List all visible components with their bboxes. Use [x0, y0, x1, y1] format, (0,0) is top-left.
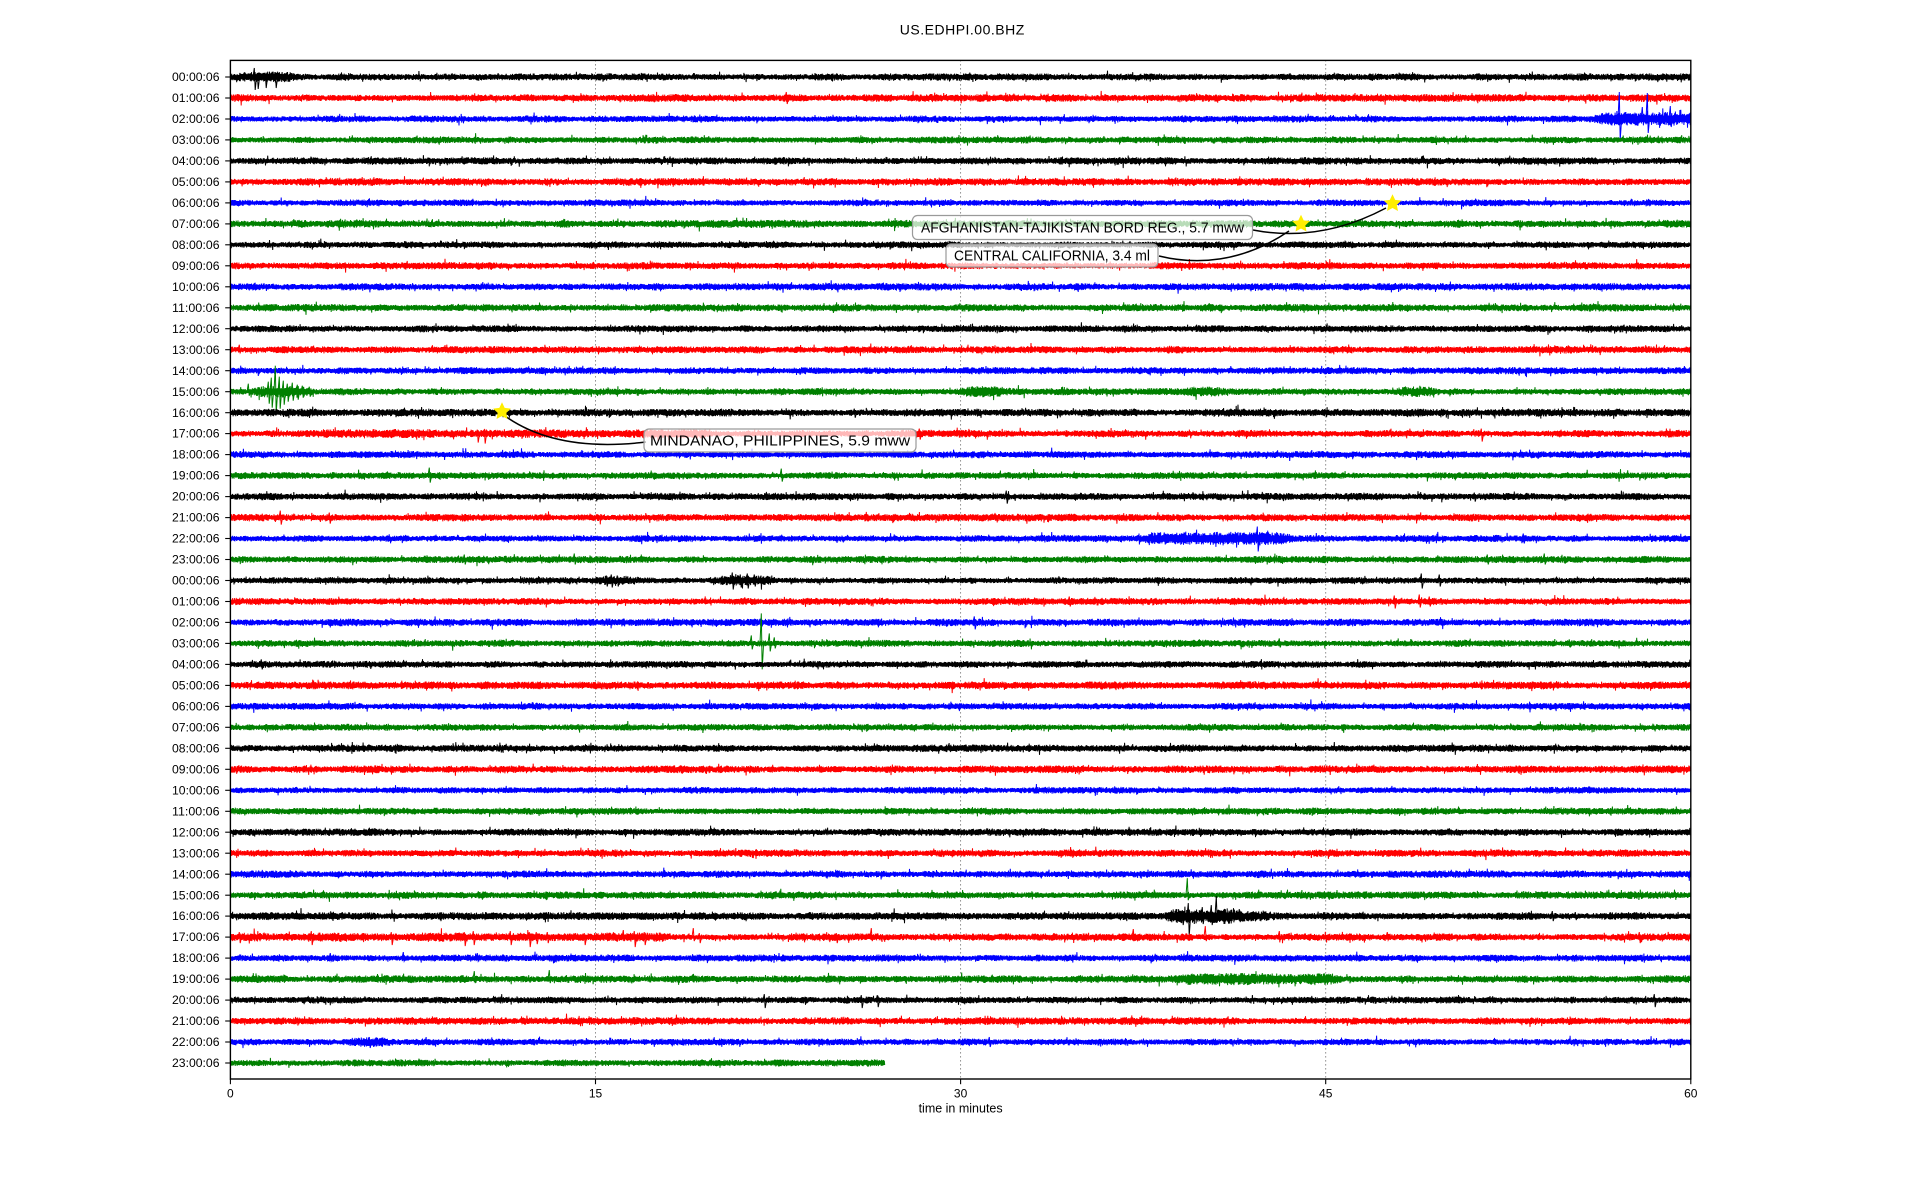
svg-text:12:00:06: 12:00:06 — [172, 324, 220, 336]
svg-text:14:00:06: 14:00:06 — [172, 366, 220, 378]
svg-text:23:00:06: 23:00:06 — [172, 1058, 220, 1070]
svg-text:20:00:06: 20:00:06 — [172, 995, 220, 1007]
svg-text:05:00:06: 05:00:06 — [172, 177, 220, 189]
svg-text:13:00:06: 13:00:06 — [172, 345, 220, 357]
svg-text:12:00:06: 12:00:06 — [172, 827, 220, 839]
svg-text:03:00:06: 03:00:06 — [172, 135, 220, 147]
svg-text:14:00:06: 14:00:06 — [172, 869, 220, 881]
svg-text:MINDANAO, PHILIPPINES, 5.9 mww: MINDANAO, PHILIPPINES, 5.9 mww — [650, 433, 911, 449]
svg-text:09:00:06: 09:00:06 — [172, 764, 220, 776]
svg-text:04:00:06: 04:00:06 — [172, 156, 220, 168]
svg-text:13:00:06: 13:00:06 — [172, 848, 220, 860]
svg-text:22:00:06: 22:00:06 — [172, 534, 220, 546]
svg-text:06:00:06: 06:00:06 — [172, 198, 220, 210]
svg-text:07:00:06: 07:00:06 — [172, 722, 220, 734]
svg-text:CENTRAL CALIFORNIA, 3.4 ml: CENTRAL CALIFORNIA, 3.4 ml — [954, 248, 1150, 264]
svg-text:30: 30 — [954, 1087, 968, 1101]
svg-text:18:00:06: 18:00:06 — [172, 953, 220, 965]
svg-text:21:00:06: 21:00:06 — [172, 513, 220, 525]
svg-text:23:00:06: 23:00:06 — [172, 555, 220, 567]
svg-text:60: 60 — [1684, 1087, 1698, 1101]
svg-text:01:00:06: 01:00:06 — [172, 597, 220, 609]
svg-text:time in minutes: time in minutes — [919, 1102, 1003, 1116]
svg-text:09:00:06: 09:00:06 — [172, 261, 220, 273]
svg-text:US.EDHPI.00.BHZ: US.EDHPI.00.BHZ — [900, 22, 1025, 38]
svg-text:00:00:06: 00:00:06 — [172, 72, 220, 84]
svg-text:15:00:06: 15:00:06 — [172, 890, 220, 902]
svg-text:04:00:06: 04:00:06 — [172, 660, 220, 672]
svg-text:AFGHANISTAN-TAJIKISTAN BORD RE: AFGHANISTAN-TAJIKISTAN BORD REG., 5.7 mw… — [921, 221, 1244, 237]
svg-text:15:00:06: 15:00:06 — [172, 387, 220, 399]
svg-text:10:00:06: 10:00:06 — [172, 282, 220, 294]
svg-text:11:00:06: 11:00:06 — [172, 806, 220, 818]
svg-text:17:00:06: 17:00:06 — [172, 932, 220, 944]
svg-text:07:00:06: 07:00:06 — [172, 219, 220, 231]
svg-text:06:00:06: 06:00:06 — [172, 702, 220, 714]
svg-text:08:00:06: 08:00:06 — [172, 743, 220, 755]
svg-text:19:00:06: 19:00:06 — [172, 471, 220, 483]
svg-text:05:00:06: 05:00:06 — [172, 681, 220, 693]
svg-text:00:00:06: 00:00:06 — [172, 576, 220, 588]
svg-text:0: 0 — [227, 1087, 234, 1101]
svg-text:01:00:06: 01:00:06 — [172, 93, 220, 105]
svg-text:20:00:06: 20:00:06 — [172, 492, 220, 504]
svg-text:08:00:06: 08:00:06 — [172, 240, 220, 252]
svg-text:17:00:06: 17:00:06 — [172, 429, 220, 441]
svg-text:02:00:06: 02:00:06 — [172, 618, 220, 630]
svg-text:02:00:06: 02:00:06 — [172, 114, 220, 126]
svg-text:22:00:06: 22:00:06 — [172, 1037, 220, 1049]
svg-text:15: 15 — [589, 1087, 603, 1101]
svg-text:16:00:06: 16:00:06 — [172, 911, 220, 923]
svg-text:10:00:06: 10:00:06 — [172, 785, 220, 797]
svg-text:03:00:06: 03:00:06 — [172, 639, 220, 651]
svg-text:19:00:06: 19:00:06 — [172, 974, 220, 986]
svg-text:45: 45 — [1319, 1087, 1333, 1101]
svg-text:18:00:06: 18:00:06 — [172, 450, 220, 462]
svg-text:21:00:06: 21:00:06 — [172, 1016, 220, 1028]
svg-text:16:00:06: 16:00:06 — [172, 408, 220, 420]
svg-text:11:00:06: 11:00:06 — [172, 303, 220, 315]
